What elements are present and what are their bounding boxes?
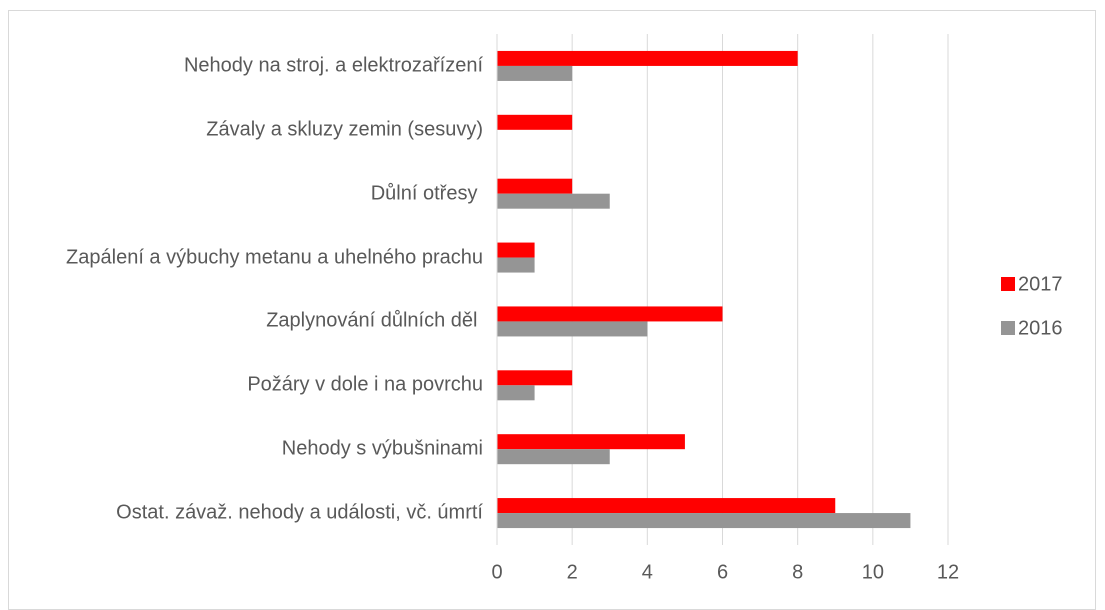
- bar: [497, 242, 535, 258]
- bar: [497, 513, 911, 529]
- y-tick-label: Ostat. závaž. nehody a události, vč. úmr…: [116, 501, 483, 524]
- legend-label: 2017: [1018, 273, 1063, 295]
- x-tick-label: 12: [937, 561, 959, 583]
- y-tick-label: Požáry v dole i na povrchu: [247, 373, 483, 396]
- category-label-box: Závaly a skluzy zemin (sesuvy): [0, 118, 483, 141]
- category-label-box: Zaplynování důlních děl: [0, 310, 483, 333]
- bar: [497, 449, 610, 465]
- y-tick-label: Důlní otřesy: [370, 182, 483, 205]
- bar: [497, 193, 610, 209]
- y-tick-label: Zaplynování důlních děl: [266, 309, 483, 332]
- category-label-box: Důlní otřesy: [0, 182, 483, 205]
- bar: [497, 434, 685, 450]
- bar: [497, 50, 798, 66]
- x-tick-label: 0: [491, 561, 502, 583]
- bar: [497, 114, 573, 130]
- x-tick-label: 2: [567, 561, 578, 583]
- y-tick-label: Nehody na stroj. a elektrozařízení: [183, 54, 483, 77]
- bar: [497, 370, 573, 386]
- x-tick-label: 4: [642, 561, 653, 583]
- x-tick-label: 6: [717, 561, 728, 583]
- y-tick-label: Zapálení a výbuchy metanu a uhelného pra…: [66, 246, 483, 269]
- category-label-box: Ostat. závaž. nehody a události, vč. úmr…: [0, 502, 483, 525]
- page: 0 2 4 6 8 10 12 2017 2016 Nehody na stroj. a ele…: [0, 10, 1096, 610]
- chart: 0 2 4 6 8 10 12 2017 2016: [491, 34, 1063, 583]
- legend-swatch: [1001, 277, 1015, 291]
- category-label-box: Nehody s výbušninami: [0, 438, 483, 461]
- legend-label: 2016: [1018, 317, 1063, 339]
- bar: [497, 178, 573, 194]
- bar: [497, 385, 535, 401]
- bar: [497, 257, 535, 273]
- y-tick-label: Nehody s výbušninami: [281, 437, 483, 460]
- x-tick-label: 10: [862, 561, 884, 583]
- x-tick-label: 8: [792, 561, 803, 583]
- bar: [497, 65, 573, 81]
- category-label-box: Nehody na stroj. a elektrozařízení: [0, 54, 483, 77]
- bar: [497, 321, 648, 337]
- bar: [497, 306, 723, 322]
- y-tick-label: Závaly a skluzy zemin (sesuvy): [206, 118, 483, 141]
- bar: [497, 498, 836, 514]
- category-label-box: Zapálení a výbuchy metanu a uhelného pra…: [0, 246, 483, 269]
- category-label-box: Požáry v dole i na povrchu: [0, 374, 483, 397]
- legend-swatch: [1001, 321, 1015, 335]
